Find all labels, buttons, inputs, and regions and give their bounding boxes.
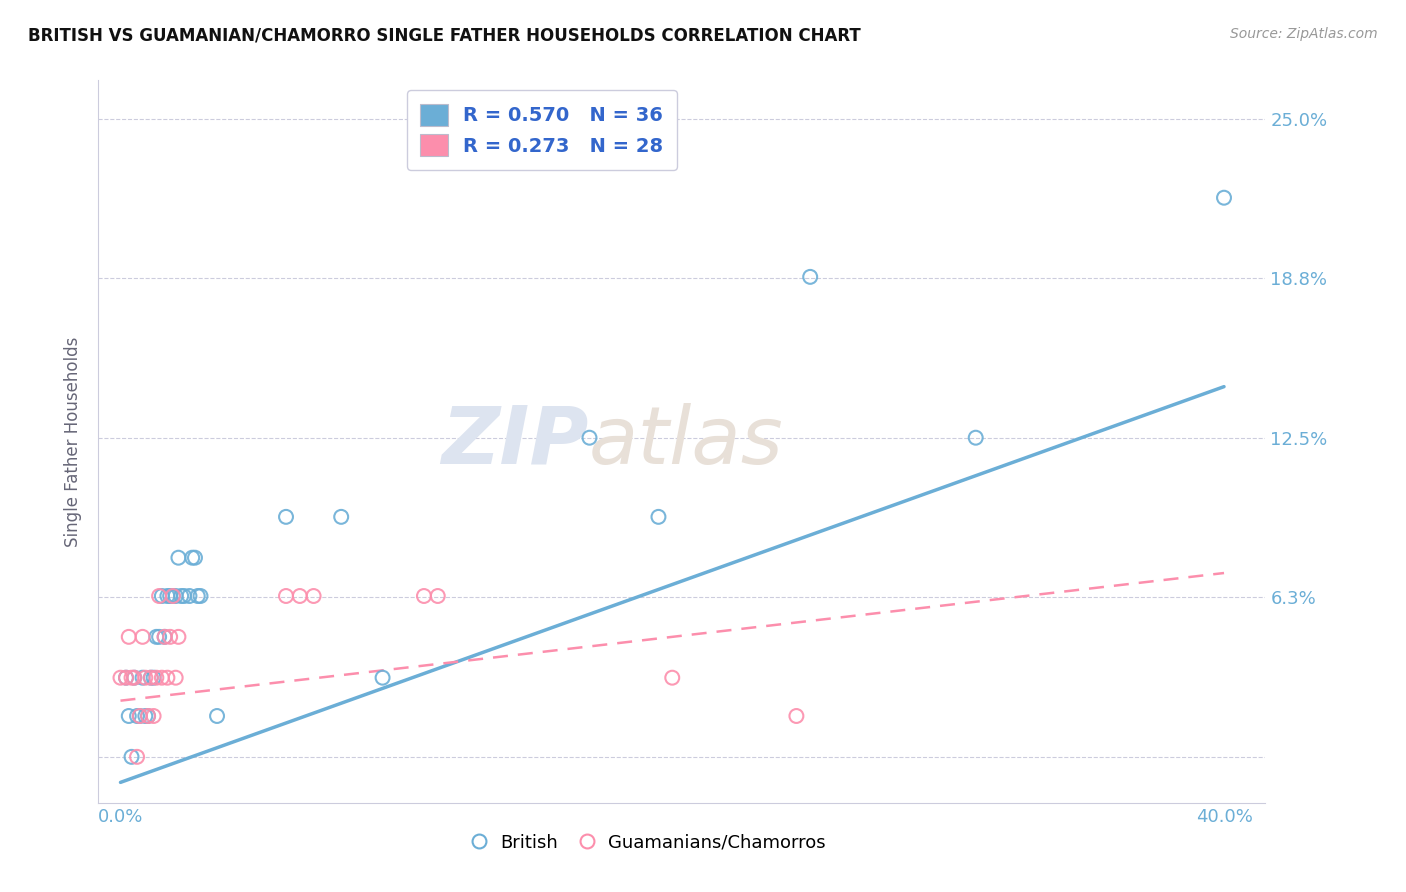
Point xyxy=(118,709,141,723)
Point xyxy=(156,589,179,603)
Point xyxy=(162,589,184,603)
Point xyxy=(179,589,201,603)
Point xyxy=(274,509,297,524)
Y-axis label: Single Father Households: Single Father Households xyxy=(65,336,83,547)
Point xyxy=(136,709,159,723)
Point xyxy=(121,671,143,685)
Point xyxy=(184,550,207,565)
Point xyxy=(134,671,156,685)
Point xyxy=(150,589,173,603)
Point xyxy=(134,709,156,723)
Text: atlas: atlas xyxy=(589,402,783,481)
Point xyxy=(125,709,148,723)
Point xyxy=(121,749,143,764)
Point xyxy=(371,671,394,685)
Point xyxy=(153,630,176,644)
Point xyxy=(131,671,153,685)
Point xyxy=(125,749,148,764)
Point xyxy=(1213,191,1236,205)
Text: Source: ZipAtlas.com: Source: ZipAtlas.com xyxy=(1230,27,1378,41)
Point xyxy=(142,671,165,685)
Point xyxy=(167,550,190,565)
Point xyxy=(302,589,325,603)
Point xyxy=(115,671,138,685)
Point xyxy=(647,509,669,524)
Point xyxy=(124,671,146,685)
Text: ZIP: ZIP xyxy=(441,402,589,481)
Point xyxy=(165,671,187,685)
Point xyxy=(128,709,150,723)
Point xyxy=(162,589,184,603)
Legend: British, Guamanians/Chamorros: British, Guamanians/Chamorros xyxy=(460,826,834,859)
Point xyxy=(124,671,146,685)
Point xyxy=(156,671,179,685)
Point xyxy=(785,709,807,723)
Point xyxy=(205,709,228,723)
Point xyxy=(661,671,683,685)
Point xyxy=(118,630,141,644)
Point xyxy=(426,589,449,603)
Point xyxy=(148,589,170,603)
Point xyxy=(136,709,159,723)
Point xyxy=(965,431,987,445)
Point xyxy=(139,671,162,685)
Point xyxy=(330,509,353,524)
Point xyxy=(170,589,193,603)
Text: BRITISH VS GUAMANIAN/CHAMORRO SINGLE FATHER HOUSEHOLDS CORRELATION CHART: BRITISH VS GUAMANIAN/CHAMORRO SINGLE FAT… xyxy=(28,27,860,45)
Point xyxy=(148,630,170,644)
Point xyxy=(413,589,436,603)
Point xyxy=(288,589,311,603)
Point xyxy=(128,709,150,723)
Point xyxy=(145,671,167,685)
Point xyxy=(167,630,190,644)
Point xyxy=(799,269,821,284)
Point xyxy=(165,589,187,603)
Point xyxy=(153,630,176,644)
Point xyxy=(274,589,297,603)
Point xyxy=(131,630,153,644)
Point xyxy=(139,671,162,685)
Point xyxy=(187,589,209,603)
Point xyxy=(150,671,173,685)
Point xyxy=(115,671,138,685)
Point xyxy=(110,671,132,685)
Point xyxy=(173,589,195,603)
Point xyxy=(578,431,600,445)
Point xyxy=(190,589,212,603)
Point xyxy=(159,630,181,644)
Point xyxy=(145,630,167,644)
Point xyxy=(181,550,204,565)
Point xyxy=(159,589,181,603)
Point xyxy=(142,709,165,723)
